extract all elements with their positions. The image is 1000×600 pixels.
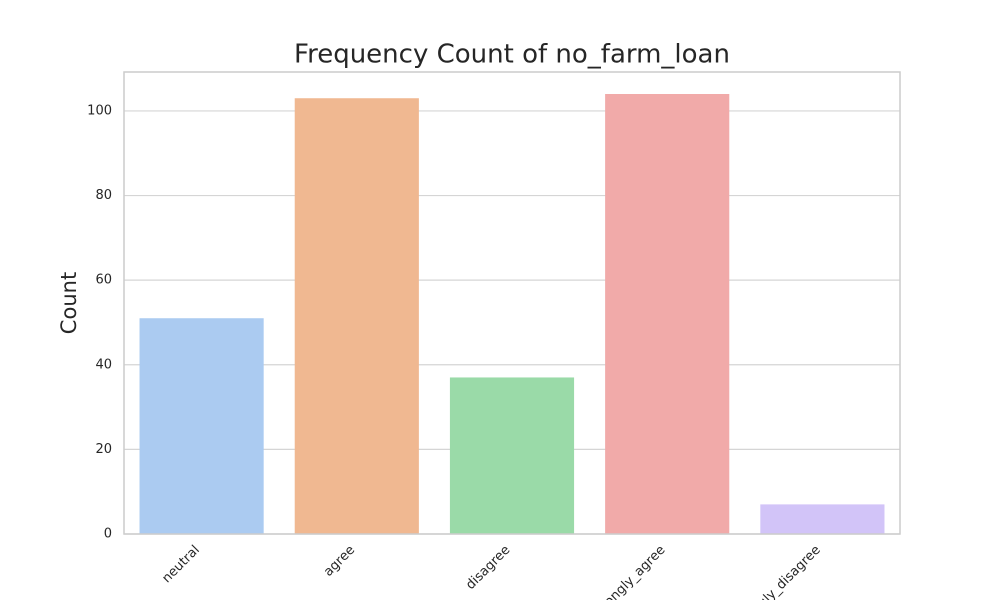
x-tick-label: neutral [159,543,202,586]
chart-title: Frequency Count of no_farm_loan [294,40,730,70]
bar [760,504,885,534]
bar [605,94,730,534]
x-tick-label: strongly_agree [590,543,669,600]
y-tick-label: 0 [104,527,112,542]
y-axis-label: Count [57,272,81,334]
bar [294,98,419,534]
x-tick-label: disagree [463,543,513,593]
y-tick-label: 100 [87,103,112,118]
y-tick-label: 40 [95,357,112,372]
axes-frame [123,71,901,535]
x-tick-label: agree [321,543,358,580]
y-tick-label: 20 [95,442,112,457]
x-tick-label: strongly_disagree [732,543,824,600]
bar [449,377,575,534]
y-tick-label: 60 [95,273,112,288]
bar [139,318,264,534]
y-tick-label: 80 [95,188,112,203]
